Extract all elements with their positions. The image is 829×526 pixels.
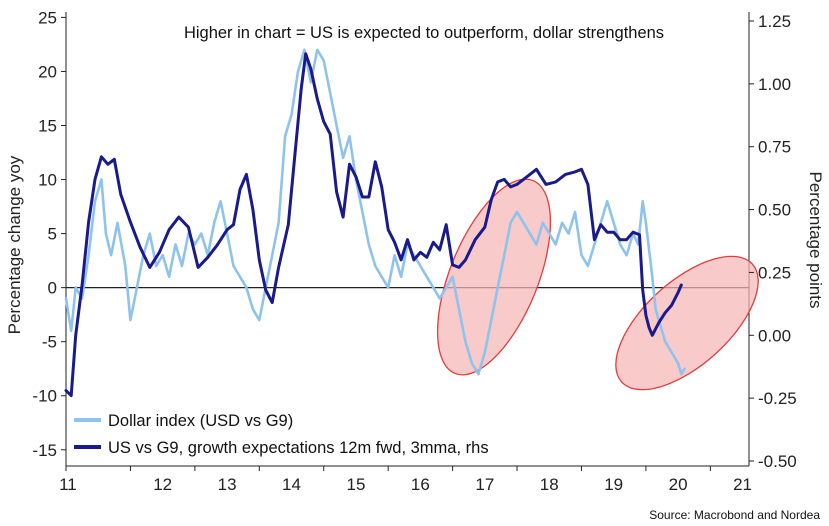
y-left-tick-label: 0 [48,279,57,298]
y-left-tick-label: 10 [38,171,57,190]
y-left-tick-label: 15 [38,117,57,136]
y-axis-right-title: Percentage points [806,171,825,308]
x-tick-label: 16 [411,475,430,494]
highlight-ellipses [436,178,759,391]
series-line-growth-expectations [64,52,683,398]
y-left-tick-label: -15 [32,441,57,460]
source-note: Source: Macrobond and Nordea [649,508,820,522]
chart-annotation: Higher in chart = US is expected to outp… [184,24,664,42]
y-right-tick-label: -0.25 [758,389,797,408]
legend: Dollar index (USD vs G9) US vs G9, growt… [74,412,489,457]
y-right-tick-label: 0.75 [758,138,791,157]
x-tick-label: 12 [153,475,172,494]
y-right-tick-label: 0.00 [758,326,791,345]
y-left-tick-label: 25 [38,8,57,27]
x-tick-label: 11 [59,475,77,494]
y-right-tick-label: 0.50 [758,201,791,220]
highlight-ellipse-2017 [436,178,552,376]
series-group [64,48,686,398]
legend-label-dollar: Dollar index (USD vs G9) [108,412,293,430]
x-tick-label: 13 [218,475,237,494]
x-tick-label: 17 [475,475,494,494]
y-left-tick-label: 5 [48,225,57,244]
legend-label-growth: US vs G9, growth expectations 12m fwd, 3… [108,439,489,457]
x-tick-label: 14 [282,475,301,494]
y-right-tick-label: 0.25 [758,263,791,282]
y-right-tick-label: 1.25 [758,12,791,31]
x-axis-ticks: 11 12 13 14 15 16 17 18 19 20 21 [59,466,752,494]
y-right-tick-label: 1.00 [758,75,791,94]
y-right-axis-ticks: 1.25 1.00 0.75 0.50 0.25 0.00 -0.25 -0.50 [749,12,797,471]
x-tick-label: 15 [346,475,365,494]
y-axis-left-title: Percentage change yoy [5,155,24,334]
x-tick-label: 21 [733,475,752,494]
x-tick-label: 20 [669,475,688,494]
highlight-ellipse-2020 [615,255,759,391]
y-left-axis-ticks: 25 20 15 10 5 0 -5 -10 -15 [32,8,66,460]
y-left-tick-label: -5 [42,333,57,352]
y-left-tick-label: 20 [38,62,57,81]
x-tick-label: 18 [540,475,559,494]
y-left-tick-label: -10 [32,387,57,406]
y-right-tick-label: -0.50 [758,452,797,471]
x-tick-label: 19 [604,475,623,494]
